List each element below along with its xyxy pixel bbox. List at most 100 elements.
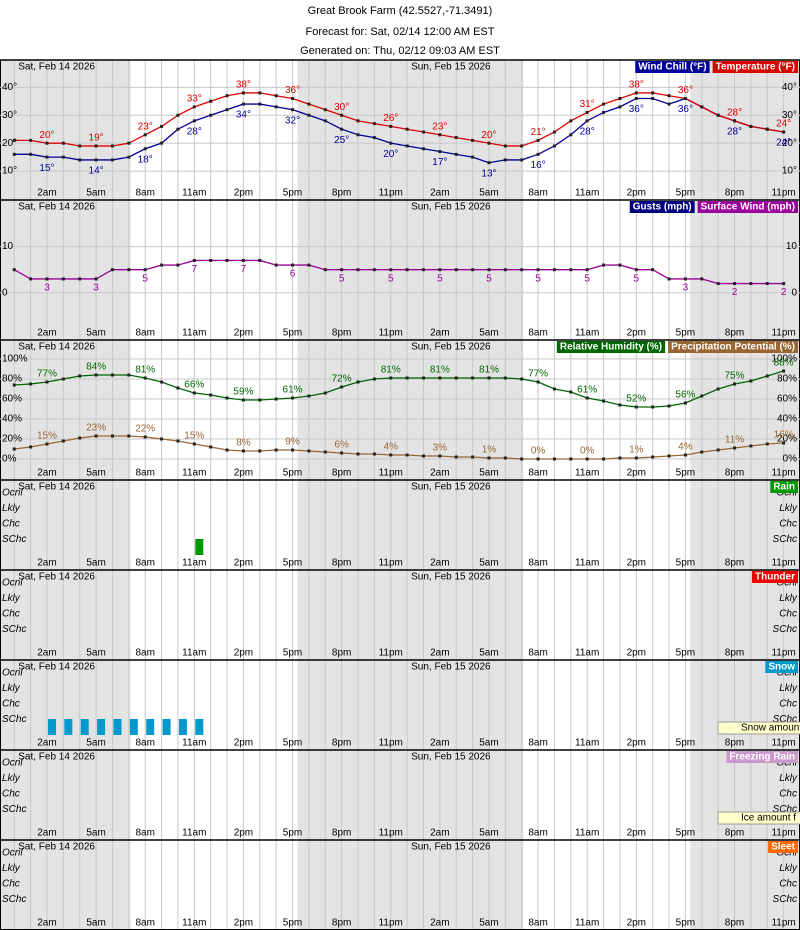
level-label: Lkly [779,503,798,514]
x-tick-label: 5pm [676,738,695,749]
x-tick-label: 2pm [627,918,646,929]
x-tick-label: 5pm [283,738,302,749]
x-tick-label: 11am [182,648,206,659]
data-point [12,152,16,156]
legend-label: Thunder [755,572,795,583]
x-tick-label: 2am [430,738,449,749]
y-tick-label: 10° [2,166,17,177]
value-label: 2 [732,287,738,298]
x-tick-label: 5pm [676,188,695,199]
value-label: 52% [626,394,646,405]
day-label: Sun, Feb 15 2026 [411,202,491,213]
value-label: 1% [629,445,644,456]
data-point [454,136,458,140]
data-point [602,102,606,106]
level-label: Ocnl [776,758,797,769]
x-tick-label: 5am [479,738,498,749]
x-tick-label: 2pm [234,468,253,479]
data-point [405,453,409,457]
data-point [782,441,786,445]
x-tick-label: 5pm [283,468,302,479]
legend-swatch [697,201,798,213]
value-label: 56% [675,390,695,401]
value-label: 22% [135,424,155,435]
value-label: 2 [781,287,787,298]
x-tick-label: 8pm [725,738,744,749]
value-label: 72% [332,374,352,385]
x-tick-label: 2am [430,648,449,659]
data-point [618,403,622,407]
data-point [78,374,82,378]
value-label: 5 [388,273,394,284]
x-tick-label: 11am [182,918,206,929]
data-point [716,113,720,117]
x-tick-label: 11pm [771,188,795,199]
x-tick-label: 11am [182,558,206,569]
x-tick-label: 5am [86,738,105,749]
data-point [209,393,213,397]
data-point [29,138,33,142]
night-shade [0,750,131,840]
y-tick-label: 20° [2,138,17,149]
coverage-bar [162,719,171,735]
y-tick-label: 20% [2,434,22,445]
x-tick-label: 8am [528,738,547,749]
x-tick-label: 2pm [627,468,646,479]
data-point [421,130,425,134]
coverage-bar [146,719,155,735]
legend-swatch [752,571,798,583]
data-point [143,376,147,380]
data-point [274,397,278,401]
data-point [438,454,442,458]
data-point [438,133,442,137]
data-point [340,385,344,389]
legend-label: Sleet [771,842,796,853]
data-point [241,398,245,402]
night-shade [690,840,800,930]
coverage-bar [97,719,106,735]
night-shade [297,340,524,480]
level-label: Chc [2,789,20,800]
value-label: 15% [37,431,57,442]
x-tick-label: 11pm [771,558,795,569]
coverage-bar [195,719,204,735]
data-point [471,155,475,159]
night-shade [0,570,131,660]
value-label: 15% [184,431,204,442]
data-point [438,268,442,272]
x-tick-label: 2pm [627,188,646,199]
value-label: 17° [432,157,447,168]
value-label: 61% [283,385,303,396]
data-point [749,379,753,383]
value-label: 5 [634,273,640,284]
data-point [291,108,295,112]
x-tick-label: 8pm [725,328,744,339]
data-point [143,435,147,439]
value-label: 9% [285,437,300,448]
y-tick-label: 10 [2,241,14,252]
data-point [552,268,556,272]
data-point [160,437,164,441]
data-point [389,141,393,145]
x-tick-label: 8am [528,828,547,839]
x-tick-label: 5pm [283,918,302,929]
data-point [651,91,655,95]
x-tick-label: 5am [86,828,105,839]
value-label: 15° [39,163,54,174]
level-label: Ocnl [776,488,797,499]
x-tick-label: 11pm [771,828,795,839]
level-label: Chc [2,609,20,620]
x-tick-label: 8am [135,468,154,479]
data-point [356,268,360,272]
level-label: Ocnl [2,488,23,499]
data-point [634,268,638,272]
level-label: Ocnl [2,758,23,769]
data-point [258,102,262,106]
x-tick-label: 8am [135,188,154,199]
data-point [12,268,16,272]
x-tick-label: 8am [528,468,547,479]
y-tick-label: 60% [777,394,797,405]
value-label: 5 [339,273,345,284]
data-point [225,448,229,452]
